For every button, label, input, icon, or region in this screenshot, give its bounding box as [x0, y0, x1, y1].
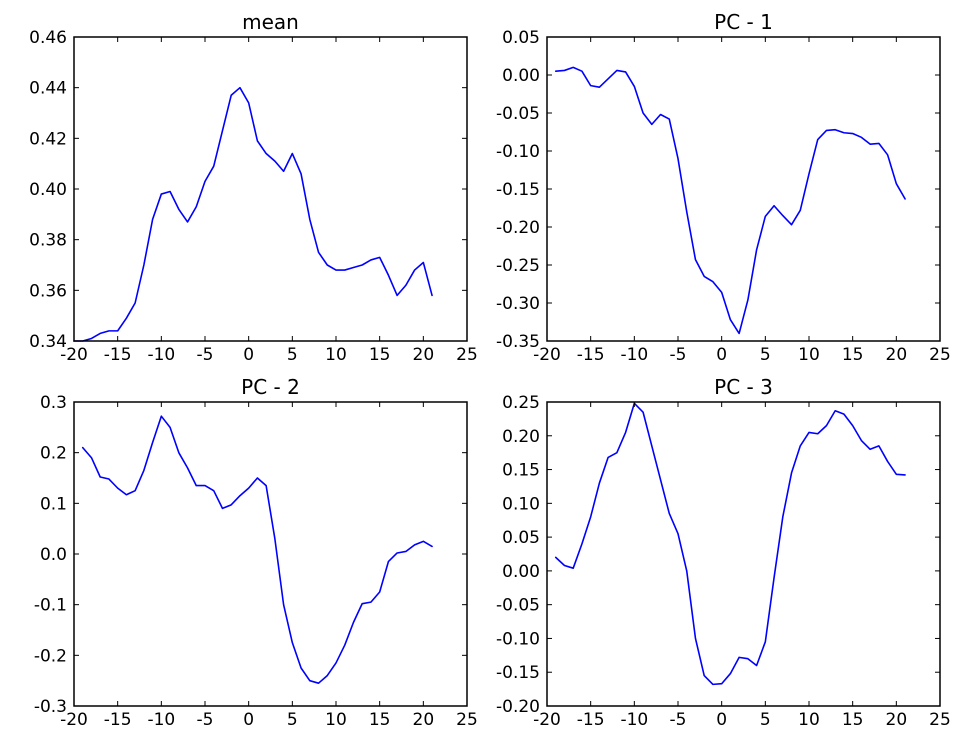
x-tick-label: 5: [760, 710, 771, 730]
x-tick-label: 20: [886, 710, 908, 730]
y-tick-label: 0.10: [502, 494, 540, 514]
y-tick-label: -0.15: [496, 663, 540, 683]
y-tick-label: -0.10: [496, 142, 540, 162]
x-tick-label: 10: [798, 710, 820, 730]
x-tick-label: 25: [929, 710, 951, 730]
subplot-title: PC - 2: [241, 375, 300, 399]
y-tick-label: -0.3: [34, 697, 67, 717]
axes-frame: [73, 401, 468, 707]
y-tick-label: 0.34: [29, 332, 67, 352]
y-tick-label: 0.1: [40, 494, 67, 514]
x-tick-label: 0: [243, 345, 254, 365]
x-tick-label: -15: [104, 710, 132, 730]
x-tick-label: 0: [243, 710, 254, 730]
subplot-pc-3: PC - 3 -20 -15 -10 -5 0 5 10 15 20 25 -0.20 -0.15 -0.…: [496, 375, 951, 730]
y-tick-label: -0.2: [34, 646, 67, 666]
y-tick-label: 0.2: [40, 444, 67, 464]
y-tick-label: -0.35: [496, 332, 540, 352]
y-tick-label: -0.10: [496, 629, 540, 649]
x-tick-label: 25: [929, 345, 951, 365]
y-tick-label: 0.15: [502, 461, 540, 481]
x-tick-label: -10: [620, 345, 648, 365]
x-tick-label: 0: [716, 710, 727, 730]
y-tick-label: 0.25: [502, 393, 540, 413]
y-tick-label: 0.0: [40, 545, 67, 565]
x-tick-label: -20: [533, 345, 561, 365]
subplot-pc-2: PC - 2 -20 -15 -10 -5 0 5 10 15 20 25 -0.3 -0.2 -0.1 0…: [34, 375, 478, 730]
y-tick-label: -0.25: [496, 256, 540, 276]
y-tick-label: -0.20: [496, 218, 540, 238]
series-line: [73, 86, 433, 342]
y-tick-label: 0.38: [29, 231, 67, 251]
x-tick-label: 0: [716, 345, 727, 365]
series-line: [554, 66, 906, 335]
x-tick-label: 20: [413, 710, 435, 730]
series-line: [81, 415, 433, 684]
x-tick-label: -15: [104, 345, 132, 365]
x-tick-label: -5: [670, 345, 687, 365]
x-tick-label: -5: [670, 710, 687, 730]
x-tick-label: -20: [533, 710, 561, 730]
y-tick-label: -0.05: [496, 104, 540, 124]
x-tick-label: 15: [842, 710, 864, 730]
x-tick-label: -10: [147, 345, 175, 365]
x-tick-label: -20: [60, 345, 88, 365]
subplot-title: mean: [242, 10, 299, 34]
y-tick-label: 0.36: [29, 281, 67, 301]
axes-frame: [73, 36, 468, 342]
x-tick-label: -5: [197, 710, 214, 730]
x-tick-label: 10: [798, 345, 820, 365]
y-tick-label: -0.15: [496, 180, 540, 200]
x-tick-label: -15: [577, 710, 605, 730]
y-tick-label: -0.1: [34, 596, 67, 616]
y-tick-label: -0.05: [496, 596, 540, 616]
y-tick-label: 0.46: [29, 28, 67, 48]
y-tick-label: 0.40: [29, 180, 67, 200]
x-tick-label: -10: [147, 710, 175, 730]
y-tick-label: 0.20: [502, 427, 540, 447]
subplot-mean: mean -20 -15 -10 -5 0 5 10 15 20 25 0.34 0.36 0.38 0.4…: [29, 10, 478, 365]
x-tick-label: 15: [842, 345, 864, 365]
x-tick-label: -20: [60, 710, 88, 730]
subplot-pc-1: PC - 1 -20 -15 -10 -5 0 5 10 15 20 25 -0.35 -0.30 -0.…: [496, 10, 951, 365]
x-tick-label: 5: [287, 345, 298, 365]
x-tick-label: 5: [287, 710, 298, 730]
axes-frame: [546, 401, 941, 707]
axes-frame: [546, 36, 941, 342]
x-tick-label: 20: [886, 345, 908, 365]
y-tick-label: 0.3: [40, 393, 67, 413]
y-tick-label: 0.05: [502, 528, 540, 548]
x-tick-label: 25: [456, 710, 478, 730]
x-tick-label: -10: [620, 710, 648, 730]
y-tick-label: -0.20: [496, 697, 540, 717]
y-tick-label: 0.00: [502, 562, 540, 582]
y-tick-label: -0.30: [496, 294, 540, 314]
x-tick-label: 20: [413, 345, 435, 365]
x-tick-label: 10: [325, 345, 347, 365]
subplot-title: PC - 1: [714, 10, 773, 34]
y-tick-label: 0.42: [29, 129, 67, 149]
x-tick-label: 25: [456, 345, 478, 365]
series-line: [554, 402, 906, 686]
x-tick-label: 15: [369, 710, 391, 730]
x-tick-label: -5: [197, 345, 214, 365]
x-tick-label: 15: [369, 345, 391, 365]
y-tick-label: 0.44: [29, 79, 67, 99]
y-tick-label: 0.05: [502, 28, 540, 48]
x-tick-label: -15: [577, 345, 605, 365]
subplot-title: PC - 3: [714, 375, 773, 399]
x-tick-label: 10: [325, 710, 347, 730]
y-tick-label: 0.00: [502, 66, 540, 86]
x-tick-label: 5: [760, 345, 771, 365]
